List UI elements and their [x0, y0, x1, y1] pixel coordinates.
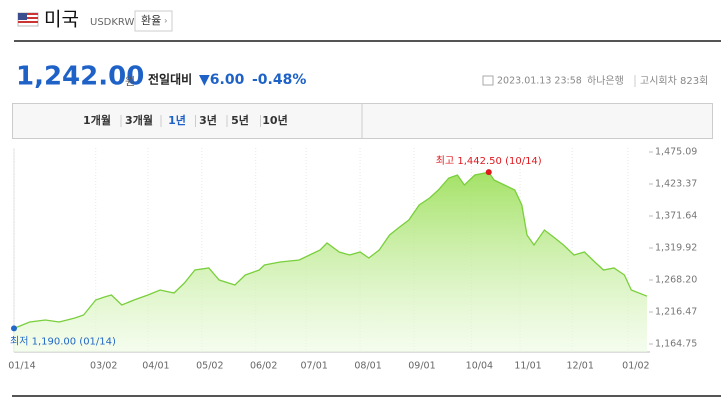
unit: 원 — [125, 75, 135, 88]
rate-button[interactable]: 환율 — [141, 14, 161, 27]
x-tick-label: 09/01 — [408, 361, 435, 372]
y-tick-label: 1,319.92 — [655, 243, 697, 254]
area-fill — [14, 172, 647, 352]
x-tick-label: 01/02 — [622, 361, 649, 372]
code: USDKRW — [90, 17, 134, 28]
period-tab[interactable]: 5년 — [231, 113, 249, 127]
change-label: 전일대비 — [148, 72, 192, 87]
x-tick-label: 04/01 — [142, 361, 169, 372]
y-tick-label: 1,216.47 — [655, 307, 697, 318]
arrow: › — [164, 17, 168, 27]
x-tick-label: 03/02 — [90, 361, 117, 372]
bank: 하나은행 — [587, 74, 624, 87]
x-tick-label: 12/01 — [567, 361, 594, 372]
period-tab[interactable]: 1개월 — [83, 113, 111, 127]
extreme-marker — [11, 325, 17, 332]
change: ▼6.00 — [199, 72, 245, 88]
y-tick-label: 1,423.37 — [655, 178, 697, 189]
x-tick-label: 07/01 — [300, 361, 327, 372]
price: 1,242.00 — [16, 62, 144, 92]
extreme-marker — [485, 169, 492, 176]
flag — [17, 12, 39, 27]
extreme-label: 최고 1,442.50 (10/14) — [436, 155, 542, 167]
line — [13, 171, 648, 330]
extreme-label: 최저 1,190.00 (01/14) — [10, 335, 116, 347]
x-tick-label: 05/02 — [196, 361, 223, 372]
change-percent: -0.48% — [252, 72, 306, 88]
x-tick-label: 11/01 — [514, 361, 541, 372]
y-tick-label: 1,268.20 — [655, 274, 697, 285]
y-tick-label: 1,371.64 — [655, 211, 697, 222]
period-tab[interactable]: 1년 — [168, 113, 186, 127]
y-tick-label: 1,475.09 — [655, 147, 697, 158]
x-tick-label: 01/14 — [8, 361, 35, 372]
notice: 고시회차 823회 — [640, 75, 708, 87]
button-frame[interactable] — [134, 10, 173, 32]
y-tick-label: 1,164.75 — [655, 339, 697, 350]
x-tick-label: 10/04 — [466, 361, 493, 372]
period-tab[interactable]: 3개월 — [125, 113, 153, 127]
country: 미국 — [44, 9, 79, 31]
x-tick-label: 08/01 — [354, 361, 381, 372]
x-tick-label: 06/02 — [250, 361, 277, 372]
timestamp: 2023.01.13 23:58 — [497, 76, 582, 87]
icon — [482, 75, 494, 86]
period-tab[interactable]: 10년 — [262, 113, 287, 127]
period-tab[interactable]: 3년 — [199, 113, 217, 127]
